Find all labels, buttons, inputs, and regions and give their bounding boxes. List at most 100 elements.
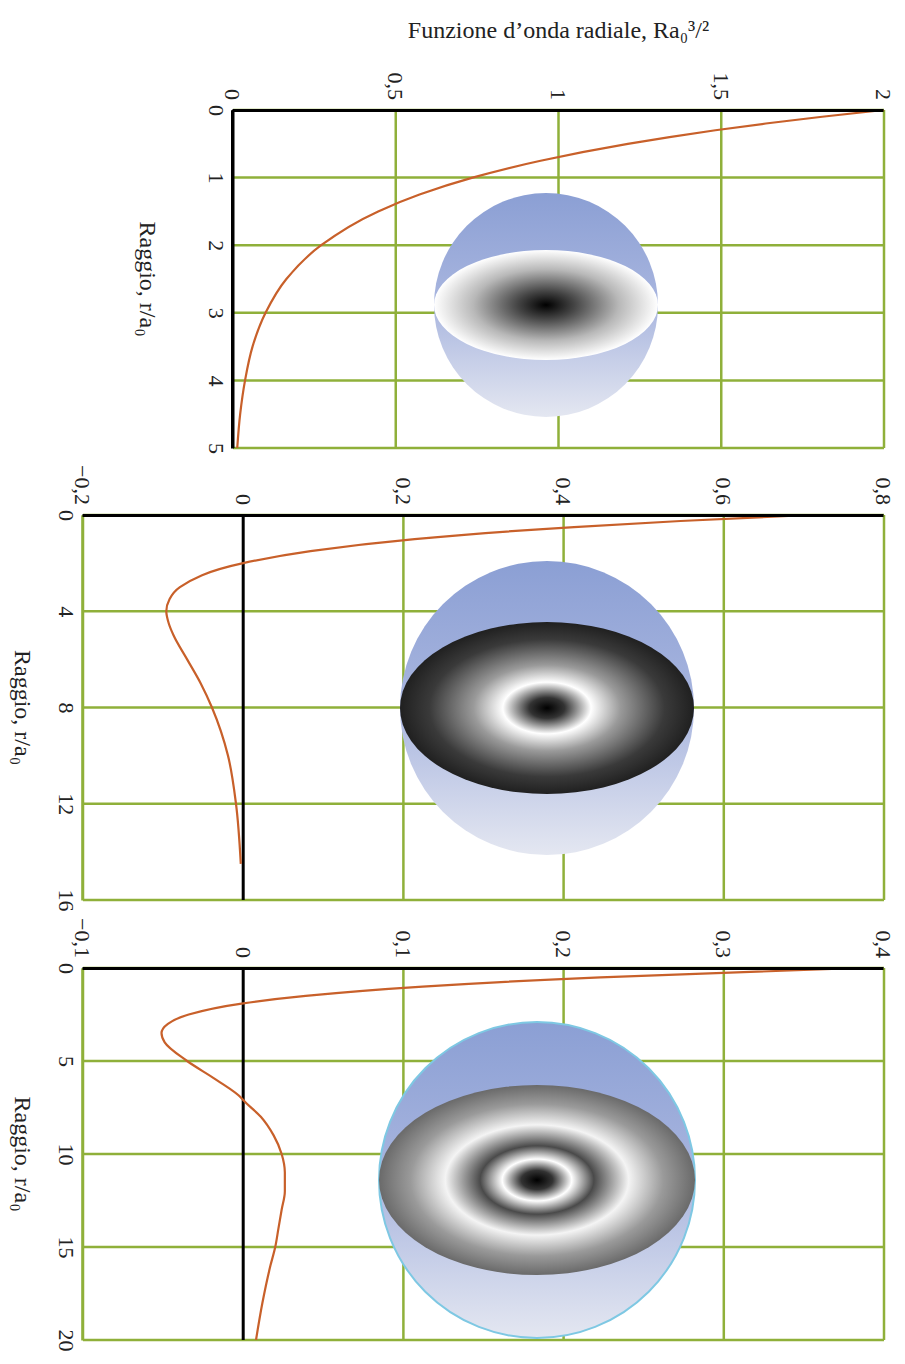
y-tick-label: 0,8 (871, 478, 896, 506)
sphere (434, 193, 658, 417)
y-tick: 0,5 (383, 73, 408, 111)
x-tick: 0 (204, 105, 233, 116)
sphere-illustration (434, 193, 658, 417)
x-tick: 15 (54, 1237, 83, 1259)
plot-area (166, 515, 809, 864)
x-axis: 0 1 2 3 4 5 (204, 105, 233, 454)
x-tick-label: 4 (204, 375, 229, 386)
x-tick: 4 (54, 606, 83, 617)
x-tick-label: 1 (204, 173, 229, 184)
grid-line-x (83, 899, 884, 902)
grid-line-y (82, 515, 85, 900)
y-tick-label: 0,4 (551, 478, 576, 506)
y-axis: −0,1 0 0,1 0,2 0,3 0,4 (70, 918, 896, 968)
y-axis: 0 0,5 1 1,5 2 (220, 73, 896, 111)
curve (237, 110, 884, 448)
grid (233, 110, 884, 448)
x-axis-line (81, 516, 84, 901)
sphere (400, 561, 694, 855)
x-tick-label: 0 (54, 963, 79, 974)
y-tick-label: 1,5 (709, 73, 734, 101)
y-axis-line (233, 109, 884, 112)
y-tick: −0,1 (70, 918, 95, 968)
y-tick: 0,2 (551, 931, 576, 969)
grid-layer (83, 110, 884, 1340)
y-tick: 0,2 (391, 478, 416, 516)
plot-area (161, 968, 859, 1340)
grid (83, 515, 884, 900)
x-tick-label: 0 (54, 510, 79, 521)
y-tick: 0,1 (391, 931, 416, 969)
y-tick: −0,2 (70, 465, 95, 515)
y-tick-label: 0 (231, 947, 256, 958)
y-tick: 0,6 (711, 478, 736, 516)
curve (161, 968, 859, 1340)
y-tick: 0 (231, 494, 256, 515)
y-tick-label: 0,2 (391, 478, 416, 506)
grid-line-y (720, 110, 723, 448)
grid-line-x (83, 1339, 884, 1342)
y-axis-line (83, 514, 884, 517)
y-tick: 2 (871, 89, 896, 110)
x-axis-title: Raggio, r/a₀ (10, 650, 36, 765)
x-tick: 0 (54, 963, 83, 974)
plot-layer: 01234500,511,52Raggio, r/a₀Funzione d’on… (10, 17, 896, 1352)
y-tick-label: −0,1 (70, 918, 95, 958)
y-tick: 0,8 (871, 478, 896, 516)
x-axis-line (231, 111, 234, 449)
y-tick: 1,5 (709, 73, 734, 111)
x-tick-label: 15 (54, 1237, 79, 1259)
y-tick-label: 0 (220, 89, 245, 100)
y-tick-label: 0,1 (391, 931, 416, 959)
x-tick-label: 3 (204, 308, 229, 319)
x-tick: 16 (54, 890, 83, 912)
grid-line-y (883, 515, 886, 900)
x-tick: 3 (204, 308, 233, 319)
y-tick-label: 1 (546, 89, 571, 100)
x-tick-label: 0 (204, 105, 229, 116)
x-tick: 0 (54, 510, 83, 521)
zero-line (242, 968, 245, 1340)
x-tick: 2 (204, 240, 233, 251)
plot-area (237, 110, 884, 448)
illustration-layer (379, 193, 695, 1338)
x-tick-label: 2 (204, 240, 229, 251)
x-axis-line (81, 969, 84, 1341)
y-tick-label: −0,2 (70, 465, 95, 505)
y-tick: 0,3 (711, 931, 736, 969)
x-axis: 0 4 8 12 16 (54, 510, 83, 912)
x-tick: 5 (54, 1056, 83, 1067)
sphere-section (379, 1085, 695, 1275)
sphere (379, 1022, 695, 1338)
grid-line-y (883, 110, 886, 448)
x-tick: 4 (204, 375, 233, 386)
y-tick: 0 (220, 89, 245, 110)
x-tick-label: 5 (204, 443, 229, 454)
x-tick-label: 8 (54, 703, 79, 714)
grid-line-y (723, 515, 726, 900)
grid-line-y (883, 968, 886, 1340)
sphere-illustration (400, 561, 694, 855)
y-tick: 0,4 (551, 478, 576, 516)
x-tick: 10 (54, 1144, 83, 1166)
sphere-illustration (379, 1022, 695, 1338)
y-tick-label: 0 (231, 494, 256, 505)
y-tick-label: 2 (871, 89, 896, 100)
sphere-section (434, 250, 658, 360)
x-tick-label: 16 (54, 890, 79, 912)
x-tick: 1 (204, 173, 233, 184)
y-tick: 1 (546, 89, 571, 110)
x-axis-title: Raggio, r/a₀ (135, 221, 161, 336)
x-tick-label: 20 (54, 1330, 79, 1352)
grid-line-y (723, 968, 726, 1340)
x-tick-label: 4 (54, 606, 79, 617)
y-axis-title: Funzione d’onda radiale, Ra₀³/² (408, 17, 709, 43)
y-tick-label: 0,4 (871, 931, 896, 959)
y-axis-line (83, 967, 884, 970)
y-tick-label: 0,5 (383, 73, 408, 101)
zero-line (232, 110, 235, 448)
x-tick: 12 (54, 793, 83, 815)
zero-line (242, 515, 245, 900)
x-tick: 8 (54, 703, 83, 714)
y-tick: 0,4 (871, 931, 896, 969)
